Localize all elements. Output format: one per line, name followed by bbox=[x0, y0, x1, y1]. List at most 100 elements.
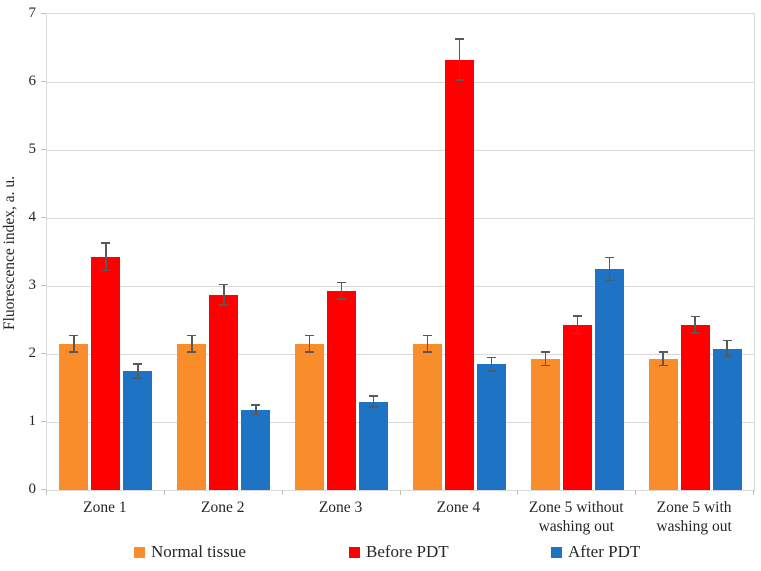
legend-label: Before PDT bbox=[366, 542, 449, 561]
error-bar bbox=[426, 335, 429, 352]
x-category-label-1: Zone 1 bbox=[83, 499, 127, 516]
bar-normal-tissue-zone-4 bbox=[412, 343, 442, 490]
gridline-4 bbox=[47, 217, 754, 219]
y-tick-label-7: 7 bbox=[28, 5, 37, 21]
error-bar-cap bbox=[658, 364, 668, 367]
y-tick-mark bbox=[41, 149, 46, 150]
error-bar-cap bbox=[101, 269, 111, 272]
bar-normal-tissue-zone-5 bbox=[530, 358, 560, 490]
legend-swatch-icon bbox=[349, 546, 360, 558]
y-tick-mark bbox=[41, 489, 46, 490]
error-bar bbox=[191, 335, 193, 352]
error-bar-cap bbox=[305, 351, 315, 353]
error-bar-cap bbox=[690, 332, 700, 334]
bar-after-pdt-zone-4 bbox=[476, 364, 506, 490]
y-tick-label-1: 1 bbox=[28, 413, 37, 429]
x-tick-mark bbox=[753, 490, 754, 495]
y-tick-label-0: 0 bbox=[28, 481, 37, 497]
error-bar bbox=[694, 316, 696, 333]
legend-swatch-icon bbox=[134, 546, 145, 558]
error-bar-cap bbox=[572, 332, 582, 335]
bar-after-pdt-zone-3 bbox=[359, 401, 389, 490]
y-tick-label-4: 4 bbox=[28, 209, 37, 225]
error-bar-cap bbox=[722, 339, 732, 342]
error-bar bbox=[662, 351, 664, 366]
error-bar bbox=[372, 396, 375, 408]
error-bar-cap bbox=[604, 279, 614, 282]
error-bar-cap bbox=[187, 334, 197, 337]
y-tick-mark bbox=[41, 421, 46, 422]
y-tick-label-3: 3 bbox=[28, 277, 37, 293]
error-bar bbox=[223, 284, 225, 306]
error-bar-cap bbox=[69, 351, 79, 353]
bar-after-pdt-zone-6 bbox=[712, 348, 742, 490]
bar-before-pdt-zone-5 bbox=[562, 324, 592, 490]
bar-before-pdt-zone-2 bbox=[209, 294, 239, 490]
x-category-label-4: Zone 4 bbox=[436, 499, 481, 516]
bar-normal-tissue-zone-1 bbox=[59, 343, 89, 490]
error-bar-cap bbox=[486, 370, 496, 372]
error-bar-cap bbox=[219, 304, 229, 306]
error-bar-cap bbox=[369, 406, 379, 408]
error-bar-cap bbox=[305, 334, 315, 337]
y-tick-mark bbox=[41, 217, 46, 218]
legend-label: Normal tissue bbox=[151, 542, 246, 561]
bar-normal-tissue-zone-6 bbox=[648, 358, 678, 490]
error-bar bbox=[340, 282, 343, 299]
bar-before-pdt-zone-6 bbox=[680, 324, 710, 490]
x-category-label-2: Zone 2 bbox=[201, 499, 245, 516]
x-category-label-3: Zone 3 bbox=[318, 499, 363, 516]
error-bar bbox=[255, 405, 257, 415]
error-bar-cap bbox=[454, 79, 464, 81]
error-bar-cap bbox=[187, 351, 197, 353]
error-bar-cap bbox=[422, 351, 432, 353]
error-bar-cap bbox=[337, 298, 347, 300]
x-category-label-6: Zone 5 with washing out bbox=[656, 499, 732, 535]
error-bar-cap bbox=[251, 413, 261, 416]
bar-before-pdt-zone-1 bbox=[91, 256, 121, 490]
error-bar-cap bbox=[604, 256, 614, 259]
gridline-5 bbox=[47, 149, 754, 151]
error-bar-cap bbox=[722, 355, 732, 358]
gridline-6 bbox=[47, 81, 754, 83]
x-tick-mark bbox=[163, 490, 165, 495]
y-tick-mark bbox=[41, 285, 46, 286]
plot-area bbox=[46, 13, 755, 491]
error-bar bbox=[490, 357, 493, 371]
y-tick-mark bbox=[41, 353, 46, 354]
error-bar bbox=[576, 315, 578, 334]
bar-after-pdt-zone-1 bbox=[123, 371, 153, 490]
y-tick-mark bbox=[41, 13, 46, 14]
y-tick-mark bbox=[41, 81, 46, 82]
error-bar-cap bbox=[658, 351, 668, 353]
error-bar-cap bbox=[337, 281, 347, 284]
legend-item-after-pdt: After PDT bbox=[551, 541, 640, 563]
error-bar-cap bbox=[572, 315, 582, 317]
legend-label: After PDT bbox=[568, 542, 641, 561]
error-bar-cap bbox=[219, 283, 229, 286]
error-bar bbox=[726, 340, 728, 357]
x-tick-mark bbox=[399, 490, 401, 495]
error-bar bbox=[544, 351, 546, 366]
error-bar-cap bbox=[422, 334, 432, 337]
bar-after-pdt-zone-5 bbox=[594, 269, 624, 490]
error-bar-cap bbox=[251, 404, 261, 406]
gridline-1 bbox=[47, 421, 754, 423]
bar-after-pdt-zone-2 bbox=[241, 409, 271, 490]
gridline-2 bbox=[47, 353, 754, 355]
error-bar-cap bbox=[369, 395, 379, 397]
y-tick-label-2: 2 bbox=[28, 345, 37, 361]
y-axis-title: Fluorescence index, a. u. bbox=[1, 175, 18, 331]
error-bar-cap bbox=[69, 334, 79, 337]
error-bar-cap bbox=[540, 364, 550, 367]
legend-item-normal-tissue: Normal tissue bbox=[134, 541, 246, 563]
x-tick-mark bbox=[517, 490, 519, 495]
error-bar bbox=[73, 335, 75, 352]
y-tick-label-5: 5 bbox=[28, 141, 37, 157]
bar-normal-tissue-zone-2 bbox=[177, 343, 207, 490]
error-bar-cap bbox=[690, 315, 700, 318]
error-bar-cap bbox=[133, 363, 143, 365]
error-bar-cap bbox=[540, 351, 550, 353]
bar-normal-tissue-zone-3 bbox=[295, 343, 325, 490]
bar-before-pdt-zone-3 bbox=[327, 290, 357, 490]
